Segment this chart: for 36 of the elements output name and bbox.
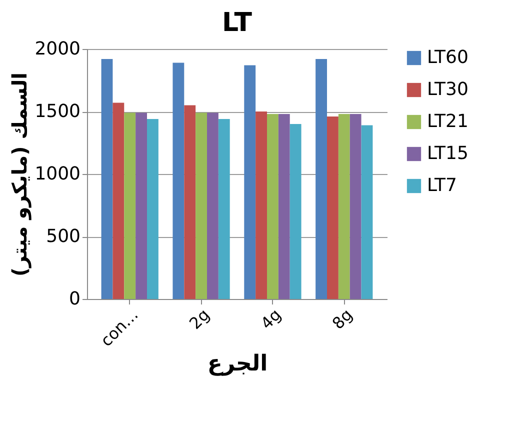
bar [361,125,373,299]
legend-label: LT60 [427,47,468,68]
x-tick-label: 4g [256,305,285,333]
x-tick-label: 8g [328,305,356,333]
legend-label: LT15 [427,143,468,164]
bar [327,116,338,299]
x-tick-label: 2g [185,305,214,333]
bar [218,119,230,299]
bar [316,59,327,299]
bar [184,105,196,299]
legend-label: LT21 [427,111,468,132]
bar [338,114,350,299]
bar [207,112,218,299]
y-tick-label: 1000 [34,164,80,184]
x-axis-title: الجرع [207,351,268,376]
bar [112,102,124,299]
bar [350,114,362,299]
legend-label: LT7 [427,175,457,196]
bar [244,65,256,299]
bar [172,62,184,299]
y-tick-label: 2000 [34,38,80,60]
bar [256,112,267,299]
bar [290,124,302,299]
bar [101,59,113,299]
bar [278,114,290,299]
y-tick-label: 1500 [34,101,80,122]
bar [267,114,278,299]
y-axis-title: السمك (مايكرو ميتر) [8,72,32,277]
y-tick-label: 0 [69,288,80,310]
bar [147,119,158,299]
chart-title: LT [222,8,252,38]
bar [136,112,147,299]
y-tick-label: 500 [46,226,80,247]
bar [124,112,136,299]
bar [196,112,207,299]
legend-label: LT30 [427,79,468,100]
